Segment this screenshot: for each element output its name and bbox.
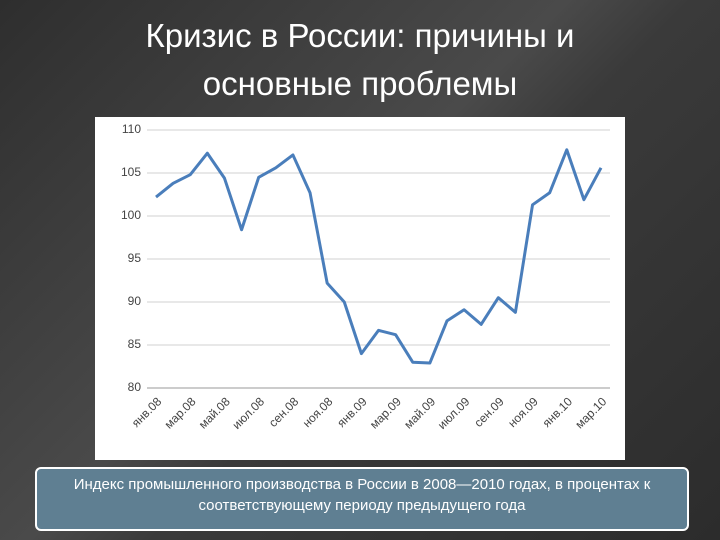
caption: Индекс промышленного производства в Росс… (35, 467, 689, 531)
y-tick-label: 80 (128, 380, 142, 394)
y-tick-label: 90 (128, 294, 142, 308)
y-tick-label: 85 (128, 337, 142, 351)
slide-title: Кризис в России: причины и основные проб… (145, 17, 575, 102)
data-line (155, 148, 603, 365)
y-tick-label: 105 (121, 165, 141, 179)
y-tick-label: 110 (122, 122, 141, 136)
y-tick-label: 100 (121, 208, 141, 222)
y-tick-label: 95 (128, 251, 142, 265)
chart-area (95, 117, 625, 460)
